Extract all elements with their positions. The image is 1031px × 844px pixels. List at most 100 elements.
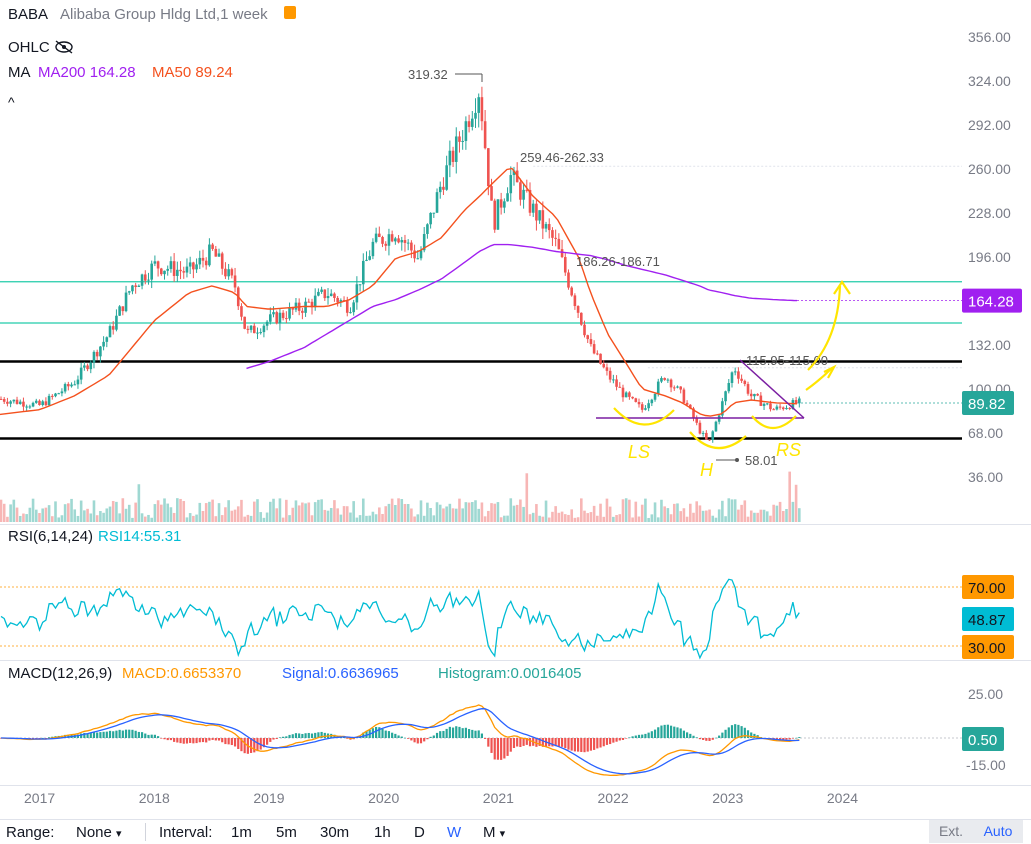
candle bbox=[34, 398, 38, 404]
interval-d[interactable]: D bbox=[414, 824, 425, 841]
range-select[interactable]: None ▾ bbox=[76, 824, 122, 841]
chart-canvas[interactable]: 319.32 259.46-262.33 186.26-186.71 115.95-1… bbox=[0, 0, 1031, 819]
eye-hidden-icon[interactable] bbox=[55, 40, 73, 54]
candle-body bbox=[608, 370, 612, 380]
candle-body bbox=[50, 395, 54, 397]
candle-body bbox=[176, 269, 179, 276]
macd-histogram-bar bbox=[686, 732, 689, 738]
macd-histogram-bar bbox=[785, 738, 788, 740]
candle-body bbox=[705, 432, 708, 440]
data-window-icon[interactable] bbox=[284, 6, 296, 19]
volume-bar bbox=[785, 509, 788, 522]
candle-body bbox=[214, 248, 218, 257]
interval-30m[interactable]: 30m bbox=[320, 824, 350, 841]
volume-bar bbox=[227, 500, 230, 522]
interval-1h[interactable]: 1h bbox=[374, 824, 391, 841]
collapse-chevron-icon[interactable]: ^ bbox=[8, 94, 15, 110]
interval-w[interactable]: W bbox=[447, 824, 462, 841]
volume-bar bbox=[15, 507, 19, 522]
candle-body bbox=[557, 238, 561, 250]
candle bbox=[477, 93, 481, 128]
volume-bar bbox=[86, 508, 89, 522]
candle-body bbox=[118, 306, 121, 316]
macd-histogram-bar bbox=[416, 738, 419, 744]
candle-body bbox=[615, 379, 618, 387]
interval-5m[interactable]: 5m bbox=[276, 824, 297, 841]
candle-body bbox=[0, 398, 3, 400]
candle bbox=[765, 402, 769, 406]
macd-histogram-bar bbox=[310, 733, 314, 738]
volume-bar bbox=[778, 501, 782, 522]
candle-body bbox=[560, 249, 564, 258]
candle-body bbox=[637, 401, 641, 405]
extended-hours-toggle[interactable]: Ext. bbox=[929, 820, 973, 843]
volume-bar bbox=[121, 498, 125, 522]
macd-histogram-bar bbox=[455, 726, 458, 738]
macd-value-tag-text: 0.50 bbox=[968, 732, 997, 749]
candle bbox=[515, 162, 519, 183]
macd-histogram-bar bbox=[711, 738, 714, 740]
interval-1m[interactable]: 1m bbox=[231, 824, 252, 841]
macd-histogram-bar bbox=[44, 738, 47, 739]
price-tick-label: 36.00 bbox=[968, 469, 1003, 485]
volume-bar bbox=[435, 502, 439, 522]
candle bbox=[509, 166, 513, 202]
volume-bar bbox=[438, 504, 442, 522]
price-tick-label: 356.00 bbox=[968, 29, 1011, 45]
candle bbox=[775, 404, 779, 411]
candle-body bbox=[467, 121, 471, 127]
macd-histogram-bar bbox=[391, 732, 394, 738]
auto-scale-toggle[interactable]: Auto bbox=[973, 820, 1023, 843]
candle bbox=[95, 349, 99, 360]
range-value: None bbox=[76, 824, 112, 841]
volume-bar bbox=[233, 509, 237, 522]
macd-histogram-bar bbox=[221, 738, 224, 743]
macd-histogram-bar bbox=[516, 738, 519, 747]
macd-histogram-bar bbox=[477, 730, 480, 738]
candle-body bbox=[92, 351, 96, 363]
candle-body bbox=[650, 399, 654, 404]
macd-histogram-bar bbox=[323, 732, 326, 738]
candle bbox=[701, 430, 705, 437]
candle-body bbox=[339, 300, 343, 303]
candle bbox=[124, 285, 128, 313]
candle bbox=[230, 267, 234, 279]
candle-body bbox=[765, 403, 769, 405]
candle-body bbox=[640, 404, 644, 410]
macd-histogram-bar bbox=[435, 732, 439, 738]
macd-histogram-bar bbox=[458, 726, 461, 738]
candle-body bbox=[429, 212, 432, 225]
candle bbox=[724, 390, 727, 406]
candle-body bbox=[111, 326, 115, 330]
macd-tick-top: 25.00 bbox=[968, 686, 1003, 702]
volume-bar bbox=[477, 508, 481, 522]
volume-bar bbox=[70, 498, 73, 522]
time-tick-label: 2017 bbox=[24, 790, 55, 806]
candle-body bbox=[288, 307, 291, 319]
candle-body bbox=[474, 112, 477, 119]
candle-body bbox=[711, 431, 715, 440]
candle bbox=[243, 316, 246, 330]
volume-bar bbox=[538, 515, 541, 522]
candle-body bbox=[663, 378, 666, 380]
volume-bar bbox=[419, 500, 423, 522]
candle bbox=[73, 380, 77, 386]
volume-bar bbox=[653, 502, 657, 522]
candle-body bbox=[438, 186, 442, 193]
candle bbox=[22, 397, 25, 411]
volume-bar bbox=[317, 499, 320, 522]
candle-body bbox=[269, 314, 272, 322]
volume-bar bbox=[567, 514, 570, 522]
left-shoulder-curve bbox=[613, 407, 675, 426]
price-tick-label: 68.00 bbox=[968, 425, 1003, 441]
candle-body bbox=[775, 406, 779, 410]
volume-bar bbox=[458, 498, 461, 522]
volume-bar bbox=[249, 515, 253, 522]
volume-bar bbox=[791, 501, 795, 522]
volume-bar bbox=[727, 498, 731, 522]
macd-histogram-bar bbox=[503, 738, 506, 759]
interval-m[interactable]: M ▾ bbox=[483, 824, 505, 841]
candle-body bbox=[259, 332, 262, 334]
volume-bar bbox=[160, 504, 163, 522]
candle-body bbox=[628, 392, 631, 397]
